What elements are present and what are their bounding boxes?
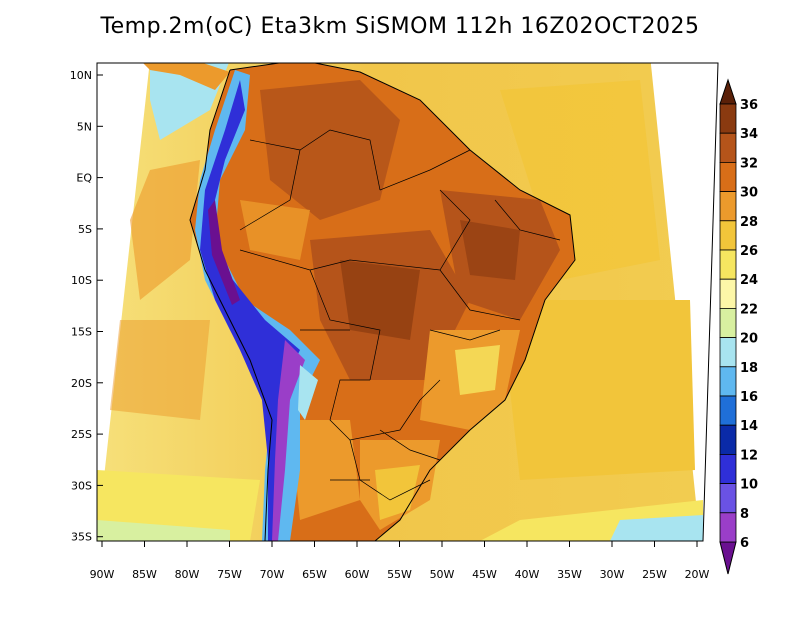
colorbar-swatch	[719, 512, 737, 543]
colorbar-swatch	[719, 161, 737, 192]
lon-tick-label: 50W	[430, 568, 455, 581]
colorbar-label: 20	[740, 332, 758, 347]
colorbar-swatch	[719, 395, 737, 426]
lon-tick-label: 75W	[217, 568, 242, 581]
lat-tick-label: 10N	[70, 69, 92, 82]
colorbar-label: 12	[740, 448, 758, 463]
colorbar-swatch	[719, 220, 737, 251]
lon-tick-label: 70W	[260, 568, 285, 581]
lon-tick-label: 25W	[642, 568, 667, 581]
lat-tick-label: 30S	[71, 479, 92, 492]
colorbar-swatch	[719, 103, 737, 134]
lat-tick-label: 15S	[71, 326, 92, 339]
colorbar-label: 8	[740, 507, 749, 522]
colorbar-swatch	[719, 453, 737, 484]
colorbar-label: 22	[740, 302, 758, 317]
latitude-axis: 10N 5N EQ 5S 10S 15S 20S 25S 30S 35S	[70, 69, 103, 544]
longitude-axis: 90W 85W 80W 75W 70W 65W 60W 55W 50W 45W 40W 35W 30W 2…	[90, 541, 710, 581]
lon-tick-label: 40W	[515, 568, 540, 581]
lon-tick-label: 30W	[600, 568, 625, 581]
colorbar-swatch	[719, 483, 737, 514]
colorbar-swatch	[719, 249, 737, 280]
colorbar-label: 10	[740, 478, 758, 493]
colorbar-swatch	[719, 337, 737, 368]
lat-tick-label: 20S	[71, 377, 92, 390]
colorbar-label: 36	[740, 98, 758, 113]
colorbar-swatch	[719, 307, 737, 338]
lon-tick-label: 45W	[472, 568, 497, 581]
map-frame	[96, 62, 719, 542]
lon-tick-label: 35W	[557, 568, 582, 581]
lat-tick-label: 25S	[71, 428, 92, 441]
triangle-up-icon	[719, 78, 737, 105]
colorbar-label: 28	[740, 215, 758, 230]
lat-tick-label: 35S	[71, 531, 92, 544]
lat-tick-label: 10S	[71, 274, 92, 287]
lat-tick-label: 5S	[78, 223, 92, 236]
colorbar-label: 14	[740, 419, 758, 434]
lon-tick-label: 85W	[132, 568, 157, 581]
colorbar-label: 6	[740, 536, 749, 551]
temperature-colorbar: 36 34 32 30 28 26 24 22 20 18 16 14 12 10 8 6	[719, 78, 758, 575]
lon-tick-label: 90W	[90, 568, 115, 581]
lon-tick-label: 55W	[387, 568, 412, 581]
lon-tick-label: 60W	[345, 568, 370, 581]
colorbar-swatch	[719, 132, 737, 163]
colorbar-label: 18	[740, 361, 758, 376]
triangle-down-icon	[719, 541, 737, 575]
lon-tick-label: 20W	[685, 568, 710, 581]
colorbar-swatch	[719, 366, 737, 397]
colorbar-label: 30	[740, 186, 758, 201]
lat-tick-label: EQ	[76, 172, 92, 185]
colorbar-label: 34	[740, 127, 758, 142]
colorbar-swatch	[719, 278, 737, 309]
colorbar-label: 24	[740, 273, 758, 288]
colorbar-label: 32	[740, 156, 758, 171]
colorbar-label: 16	[740, 390, 758, 405]
colorbar-swatch	[719, 191, 737, 222]
lon-tick-label: 65W	[302, 568, 327, 581]
map-domain	[97, 63, 703, 541]
lon-tick-label: 80W	[175, 568, 200, 581]
colorbar-swatch	[719, 424, 737, 455]
map-title: Temp.2m(oC) Eta3km SiSMOM 112h 16Z02OCT2…	[100, 14, 700, 39]
colorbar-label: 26	[740, 244, 758, 259]
lat-tick-label: 5N	[77, 120, 92, 133]
